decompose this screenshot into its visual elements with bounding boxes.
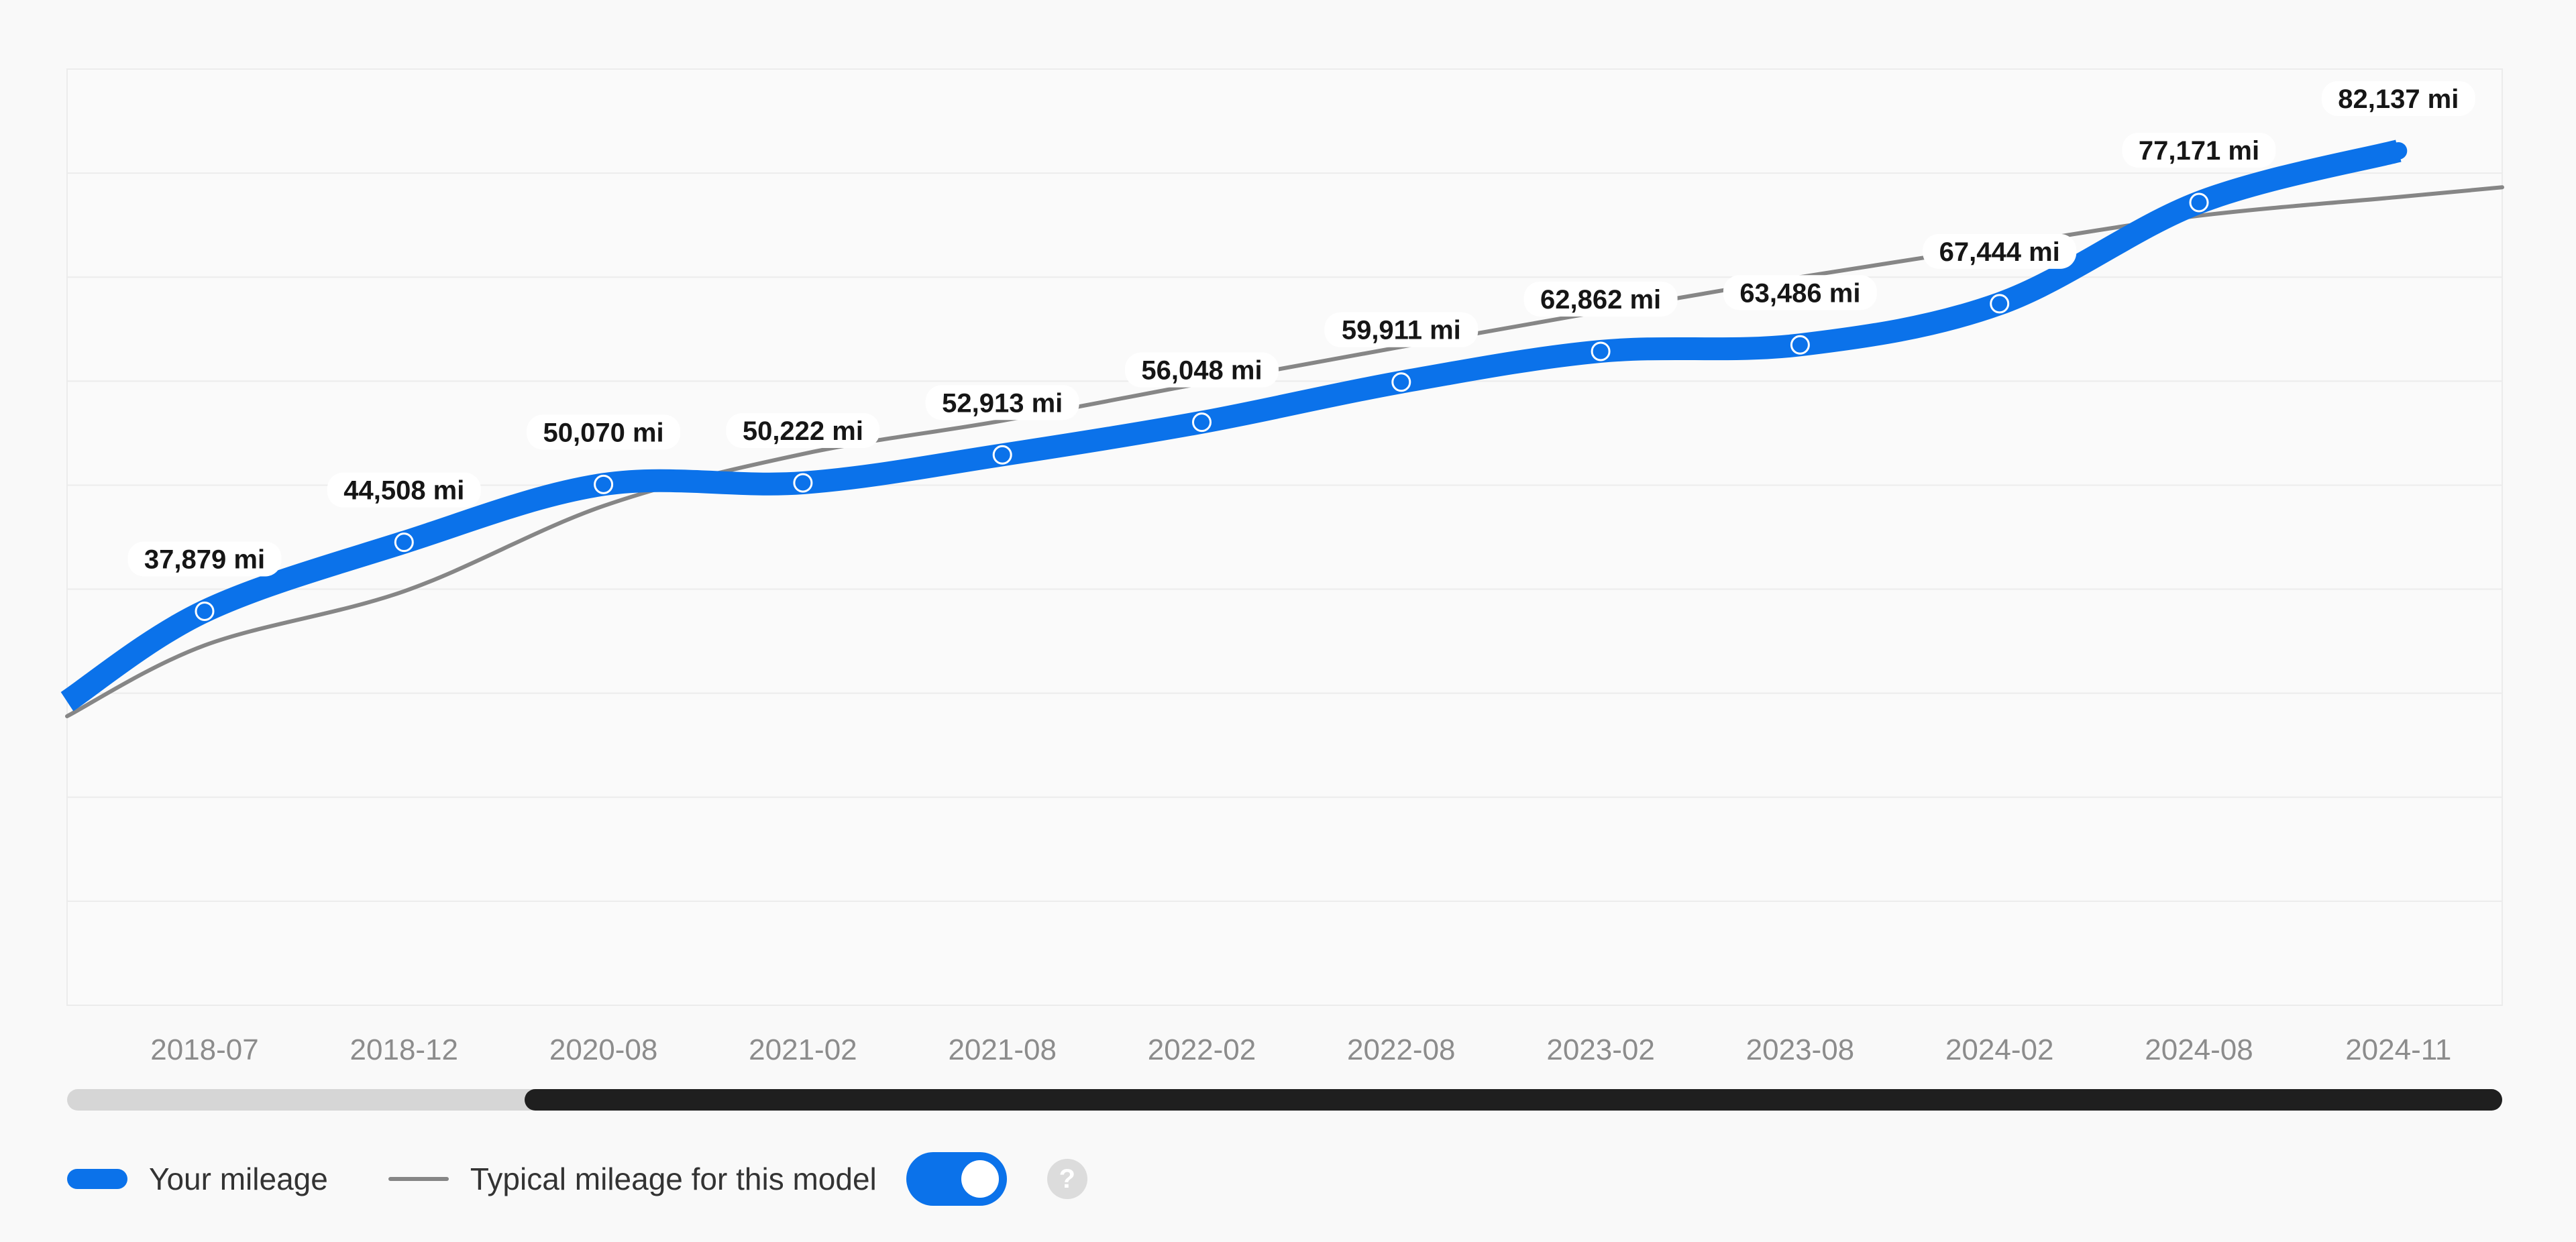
data-label-bg [925,385,1079,420]
your-mileage-swatch [67,1169,127,1189]
data-label-bg [1125,352,1279,388]
your-mileage-series [60,139,2408,712]
data-point[interactable] [992,445,1012,465]
legend: Your mileage Typical mileage for this mo… [67,1152,1087,1206]
x-tick-label: 2022-08 [1347,1033,1455,1066]
x-axis: 2018-07 2018-12 2020-08 2021-02 2021-08 2022-… [150,1033,2451,1066]
data-point[interactable] [1790,335,1810,355]
mileage-chart: 37,879 mi 44,508 mi 50,070 mi 50,222 mi 52,9… [60,68,2504,1066]
data-label: 59,911 mi [1342,316,1461,345]
typical-mileage-toggle[interactable] [906,1152,1007,1206]
x-tick-label: 2018-12 [350,1033,458,1066]
data-point[interactable] [2189,192,2209,213]
data-label: 52,913 mi [942,388,1063,418]
data-point[interactable] [1591,341,1611,361]
data-label: 56,048 mi [1141,356,1262,386]
typical-mileage-swatch [388,1177,449,1181]
legend-label-your-mileage: Your mileage [149,1162,328,1196]
data-point[interactable] [1391,372,1411,392]
data-label-bg [726,413,880,449]
data-label: 50,070 mi [543,418,664,447]
data-label: 62,862 mi [1540,285,1661,315]
data-label-bg [527,414,681,450]
x-tick-label: 2024-11 [2345,1033,2451,1066]
scrollbar-thumb[interactable] [525,1089,2502,1111]
help-icon[interactable]: ? [1046,1159,1087,1199]
x-tick-label: 2023-08 [1746,1033,1854,1066]
toggle-knob [961,1160,999,1198]
plot-area [66,68,2503,1006]
data-point[interactable] [1192,412,1212,433]
data-labels: 37,879 mi 44,508 mi 50,070 mi 50,222 mi 52,9… [127,80,2475,577]
data-label: 77,171 mi [2139,136,2259,166]
data-label: 37,879 mi [144,545,265,574]
x-tick-label: 2020-08 [549,1033,657,1066]
x-tick-label: 2018-07 [150,1033,258,1066]
data-label-bg [1523,281,1678,317]
data-label-bg [1923,233,2077,269]
help-icon-glyph: ? [1059,1164,1075,1194]
data-label: 82,137 mi [2338,84,2459,114]
x-tick-label: 2023-02 [1546,1033,1654,1066]
legend-item-your-mileage: Your mileage [67,1161,328,1197]
data-label: 50,222 mi [743,416,863,446]
data-point[interactable] [1990,294,2010,314]
data-label: 63,486 mi [1739,278,1860,308]
data-point[interactable] [2390,142,2408,160]
data-label-bg [2321,80,2475,116]
data-point[interactable] [394,532,414,553]
data-point[interactable] [793,473,813,493]
data-point[interactable] [594,474,614,494]
x-tick-label: 2021-08 [948,1033,1056,1066]
data-label-bg [127,541,282,577]
data-label-bg [327,472,481,508]
legend-item-typical-mileage: Typical mileage for this model [388,1161,877,1197]
data-label-bg [1324,312,1479,347]
data-label-bg [2122,132,2276,168]
data-point[interactable] [195,601,215,621]
x-tick-label: 2021-02 [749,1033,857,1066]
x-tick-label: 2024-02 [1945,1033,2053,1066]
data-label: 67,444 mi [1939,237,2060,267]
legend-label-typical-mileage: Typical mileage for this model [470,1162,877,1196]
x-tick-label: 2022-02 [1148,1033,1256,1066]
data-label-bg [1723,275,1877,310]
data-label: 44,508 mi [343,476,464,506]
x-tick-label: 2024-08 [2145,1033,2253,1066]
timeline-scrollbar[interactable] [67,1089,2502,1111]
